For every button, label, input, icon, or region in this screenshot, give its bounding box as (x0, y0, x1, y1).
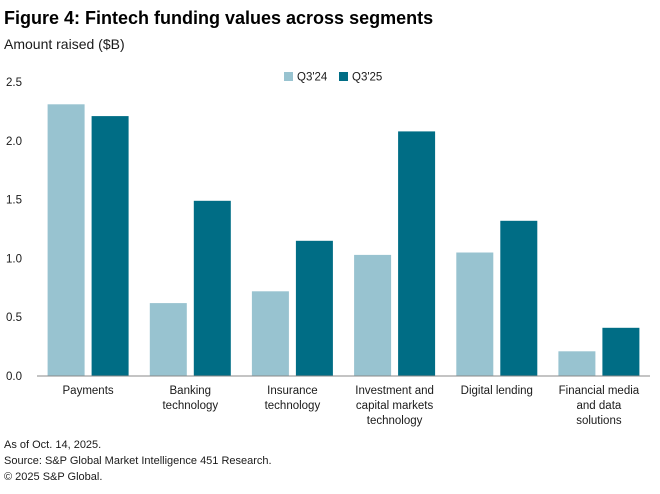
x-tick-label-line: and data (577, 400, 622, 412)
x-tick-label-line: capital markets (356, 400, 434, 412)
legend-swatch (284, 72, 293, 81)
legend-label: Q3'24 (297, 72, 328, 84)
x-tick-label: Investment and capital markets technology (355, 385, 434, 427)
x-tick-label-line: technology (367, 415, 423, 427)
x-tick-label-line: Digital lending (461, 385, 533, 397)
y-tick-label: 2.0 (6, 136, 22, 148)
x-tick-label-line: solutions (576, 415, 622, 427)
x-tick-label-line: Financial media (559, 385, 640, 397)
bar-q324 (354, 254, 392, 376)
bar-q324 (149, 303, 187, 376)
x-tick-label: Digital lending (461, 385, 533, 397)
x-tick-label: Insurance technology (265, 385, 321, 412)
chart-footer: As of Oct. 14, 2025. Source: S&P Global … (4, 437, 272, 485)
bar-q324 (47, 104, 85, 377)
x-tick-label-line: Insurance (267, 385, 318, 397)
chart-subtitle: Amount raised ($B) (4, 36, 125, 52)
bar-q325 (602, 327, 640, 376)
bar-q324 (558, 351, 596, 376)
y-tick-label: 2.5 (6, 77, 22, 89)
bar-q325 (193, 200, 231, 376)
y-tick-label: 0.5 (6, 312, 22, 324)
bar-q325 (500, 220, 538, 376)
x-tick-label-line: Payments (63, 385, 114, 397)
x-tick-label-line: Banking (170, 385, 212, 397)
as-of-note: As of Oct. 14, 2025. (4, 439, 102, 451)
bar-q325 (398, 131, 436, 376)
legend-swatch (339, 72, 348, 81)
x-tick-label: Banking technology (162, 385, 218, 412)
y-tick-label: 0.0 (6, 371, 22, 383)
x-tick-label: Financial media and data solutions (559, 385, 640, 427)
legend-label: Q3'25 (352, 72, 382, 84)
x-tick-label: Payments (63, 385, 114, 397)
copyright-note: © 2025 S&P Global. (4, 471, 103, 483)
x-tick-label-line: technology (162, 400, 218, 412)
bar-q325 (295, 240, 333, 376)
x-tick-label-line: Investment and (355, 385, 434, 397)
bar-q324 (251, 291, 289, 376)
y-tick-label: 1.5 (6, 195, 22, 207)
y-tick-label: 1.0 (6, 253, 22, 265)
x-tick-label-line: technology (265, 400, 321, 412)
bar-q324 (456, 252, 494, 376)
chart-title: Figure 4: Fintech funding values across … (4, 8, 434, 28)
bar-q325 (91, 116, 129, 376)
source-note: Source: S&P Global Market Intelligence 4… (4, 455, 272, 467)
